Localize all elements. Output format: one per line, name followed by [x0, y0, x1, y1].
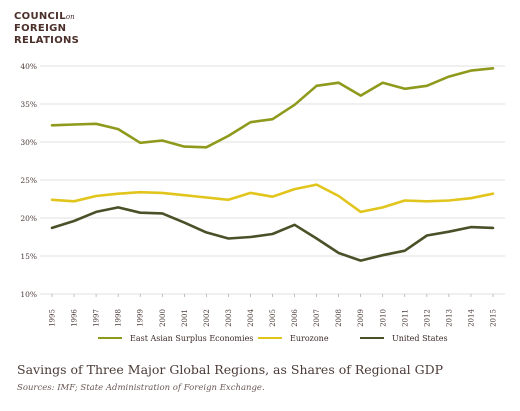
x-tick-label: 1998 — [115, 309, 123, 327]
legend-item-eurozone: Eurozone — [258, 331, 329, 345]
x-axis-tick-labels: 1995 1996 1997 1998 1999 2000 2001 2002 2003 2004… — [49, 309, 498, 327]
legend-item-east-asia: East Asian Surplus Economies — [98, 331, 253, 345]
x-tick-label: 2014 — [467, 309, 475, 327]
legend-label-east-asia: East Asian Surplus Economies — [130, 333, 254, 343]
logo-line-2: FOREIGN — [14, 23, 67, 34]
x-tick-label: 2002 — [203, 309, 211, 327]
chart-sources: Sources: IMF; State Administration of Fo… — [17, 383, 265, 393]
x-tick-label: 2008 — [335, 309, 343, 327]
grid-lines — [40, 65, 505, 297]
series-line-eurozone — [50, 183, 495, 214]
legend: East Asian Surplus Economies Eurozone Un… — [0, 331, 520, 345]
x-tick-label: 1999 — [137, 309, 145, 327]
logo-on: on — [65, 13, 75, 21]
legend-label-eurozone: Eurozone — [290, 333, 329, 343]
x-tick-label: 2015 — [490, 309, 498, 327]
x-tick-label: 2006 — [291, 309, 299, 327]
series-line-east-asia — [50, 67, 495, 149]
series-lines — [50, 67, 495, 262]
cfr-logo: COUNCILon FOREIGN RELATIONS — [14, 11, 79, 47]
x-tick-label: 2005 — [269, 309, 277, 327]
x-tick-label: 2013 — [445, 309, 453, 327]
x-tick-label: 1995 — [49, 309, 57, 327]
chart-caption: Savings of Three Major Global Regions, a… — [17, 362, 444, 377]
legend-swatch-east-asia — [98, 337, 122, 339]
legend-swatch-eurozone — [258, 337, 282, 339]
y-tick-label: 35% — [20, 100, 37, 109]
x-tick-label: 2003 — [225, 309, 233, 327]
x-tick-label: 2011 — [401, 309, 409, 327]
y-tick-label: 30% — [20, 138, 37, 147]
x-tick-label: 2001 — [181, 309, 189, 327]
x-tick-label: 2009 — [357, 309, 365, 327]
y-tick-label: 10% — [20, 290, 37, 299]
y-axis-tick-labels: 10% 15% 20% 25% 30% 35% 40% — [20, 62, 37, 299]
x-tick-label: 2007 — [313, 309, 321, 327]
legend-swatch-united-states — [360, 337, 384, 339]
x-tick-label: 2004 — [247, 309, 255, 327]
y-tick-label: 15% — [20, 252, 37, 261]
legend-item-united-states: United States — [360, 331, 448, 345]
x-tick-label: 2000 — [159, 309, 167, 327]
y-tick-label: 40% — [20, 62, 37, 71]
y-tick-label: 25% — [20, 176, 37, 185]
x-tick-label: 1996 — [71, 309, 79, 327]
y-tick-label: 20% — [20, 214, 37, 223]
logo-line-3: RELATIONS — [14, 35, 80, 46]
x-tick-label: 2010 — [379, 309, 387, 327]
legend-label-united-states: United States — [392, 333, 448, 343]
logo-line-1: COUNCILon — [14, 11, 75, 22]
x-tick-label: 1997 — [93, 309, 101, 327]
series-line-united-states — [50, 206, 495, 262]
x-tick-label: 2012 — [423, 309, 431, 327]
